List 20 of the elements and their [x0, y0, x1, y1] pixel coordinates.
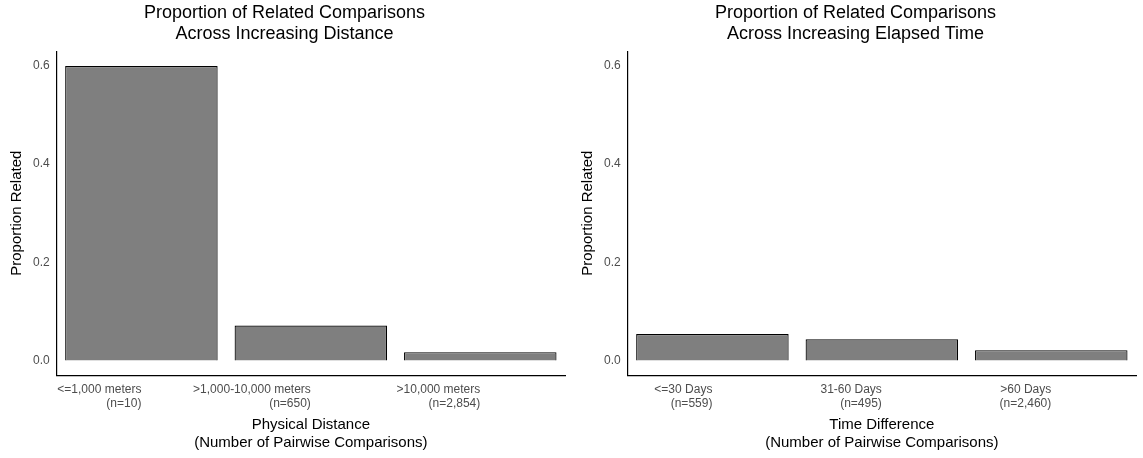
y-tick-label: 0.0: [32, 352, 50, 367]
x-tick-label: 31-60 Days (n=495): [820, 381, 882, 411]
x-tick-label: <=1,000 meters (n=10): [57, 381, 142, 411]
y-tick-label: 0.2: [32, 254, 50, 269]
x-tick-label: <=30 Days (n=559): [654, 381, 713, 411]
x-axis-title: Time Difference (Number of Pairwise Comparisons): [765, 415, 999, 451]
x-tick-label: >60 Days (n=2,460): [999, 381, 1052, 411]
y-tick-label: 0.2: [603, 254, 621, 269]
y-tick-label: 0.6: [32, 58, 50, 73]
x-tick-label: >10,000 meters (n=2,854): [396, 381, 481, 411]
chart-title: Proportion of Related Comparisons Across Increasing Distance: [143, 1, 426, 44]
chart-title: Proportion of Related Comparisons Across Increasing Elapsed Time: [714, 1, 997, 44]
x-tick-label: >1,000-10,000 meters (n=650): [193, 381, 311, 411]
x-axis-title: Physical Distance (Number of Pairwise Comparisons): [194, 415, 428, 451]
y-axis-title: Proportion Related: [7, 150, 25, 276]
y-tick-label: 0.6: [603, 58, 621, 73]
y-axis-title: Proportion Related: [578, 150, 596, 276]
y-tick-label: 0.4: [603, 156, 621, 171]
y-tick-label: 0.4: [32, 156, 50, 171]
y-tick-label: 0.0: [603, 352, 621, 367]
